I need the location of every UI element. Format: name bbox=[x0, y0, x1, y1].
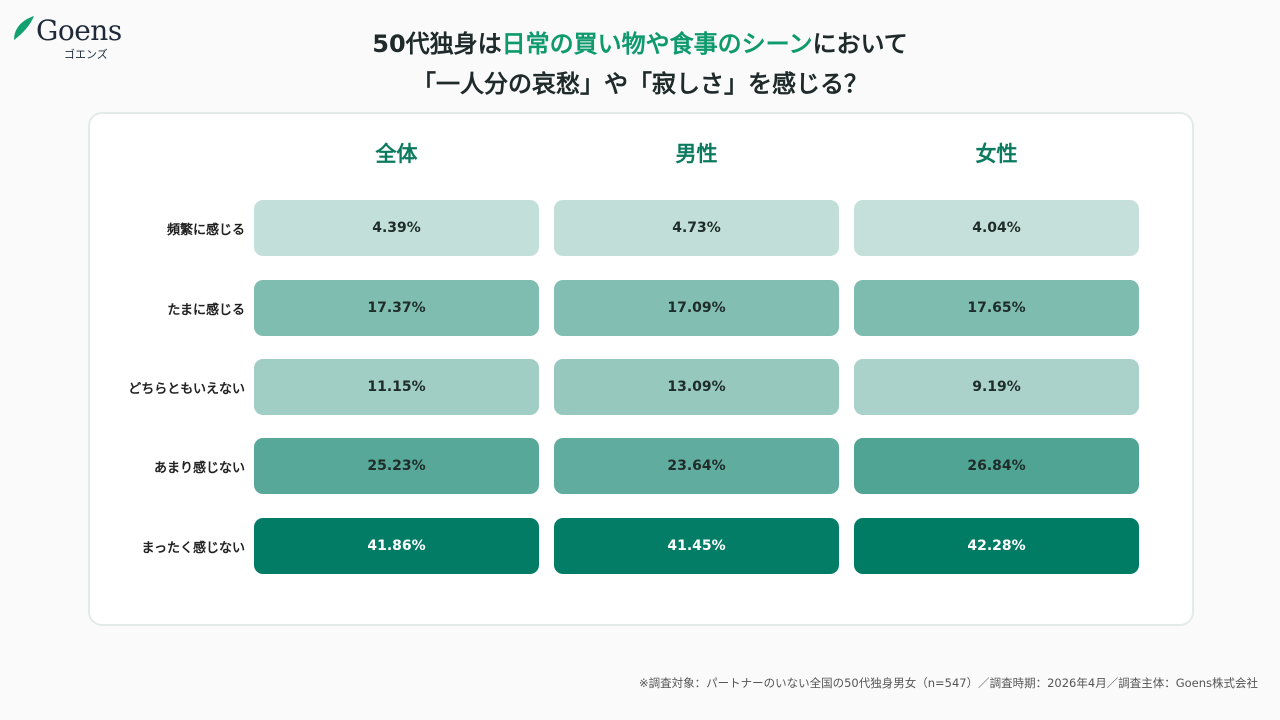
logo-word: Goens bbox=[36, 14, 122, 47]
column-header: 男性 bbox=[675, 142, 718, 166]
row-label: あまり感じない bbox=[153, 461, 245, 476]
footnote: ※調査対象：パートナーのいない全国の50代独身男女（n=547）／調査時期：20… bbox=[638, 676, 1258, 690]
heatmap-cell: 23.64% bbox=[554, 438, 839, 494]
title-post: において bbox=[812, 30, 908, 58]
chart-title-line2: 「一人分の哀愁」や「寂しさ」を感じる？ bbox=[412, 70, 868, 98]
row-label: 頻繁に感じる bbox=[166, 223, 245, 238]
row-label: まったく感じない bbox=[141, 541, 245, 556]
heatmap-cell: 42.28% bbox=[854, 518, 1139, 574]
column-header: 女性 bbox=[975, 142, 1018, 166]
heatmap-cell: 25.23% bbox=[254, 438, 539, 494]
heatmap-cell: 4.73% bbox=[554, 200, 839, 256]
row-label: たまに感じる bbox=[167, 303, 245, 318]
heatmap-cell: 41.45% bbox=[554, 518, 839, 574]
heatmap-cell: 4.39% bbox=[254, 200, 539, 256]
heatmap-cell: 9.19% bbox=[854, 359, 1139, 415]
column-header: 全体 bbox=[375, 142, 418, 166]
heatmap-cell: 17.37% bbox=[254, 280, 539, 336]
heatmap-cell: 11.15% bbox=[254, 359, 539, 415]
heatmap-cell: 26.84% bbox=[854, 438, 1139, 494]
logo-kana: ゴエンズ bbox=[64, 48, 108, 61]
heatmap-cell: 17.09% bbox=[554, 280, 839, 336]
heatmap-cell: 41.86% bbox=[254, 518, 539, 574]
title-pre: 50代独身は bbox=[372, 30, 502, 58]
chart-title-line1: 50代独身は日常の買い物や食事のシーンにおいて bbox=[240, 24, 1040, 59]
leaf-icon bbox=[14, 16, 34, 40]
row-label: どちらともいえない bbox=[128, 382, 245, 397]
title-highlight: 日常の買い物や食事のシーン bbox=[501, 30, 813, 58]
heatmap-cell: 4.04% bbox=[854, 200, 1139, 256]
heatmap-cell: 17.65% bbox=[854, 280, 1139, 336]
heatmap-cell: 13.09% bbox=[554, 359, 839, 415]
logo: Goens ゴエンズ bbox=[12, 14, 122, 61]
